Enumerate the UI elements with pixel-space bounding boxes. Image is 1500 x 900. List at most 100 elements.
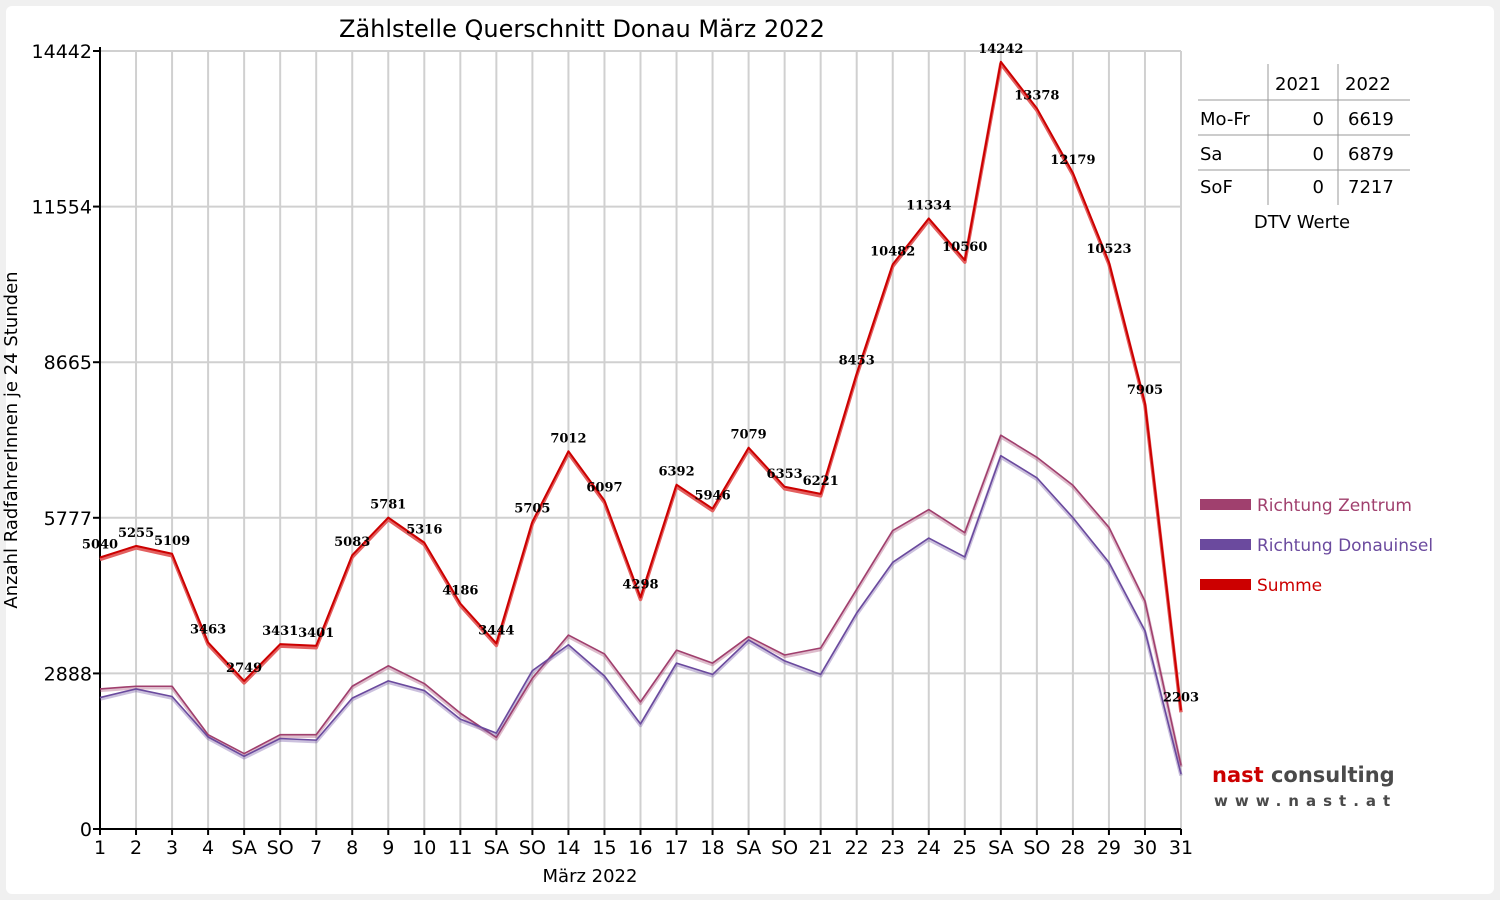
x-tick-label: 29 <box>1097 837 1121 859</box>
x-tick-label: 3 <box>166 837 178 859</box>
x-tick-label: 9 <box>382 837 394 859</box>
x-tick-label: SA <box>231 837 256 859</box>
x-tick-label: 23 <box>881 837 905 859</box>
x-tick-label: 30 <box>1133 837 1157 859</box>
x-tick-label: 28 <box>1061 837 1085 859</box>
data-label: 7079 <box>731 428 767 443</box>
x-tick-label: 14 <box>556 837 580 859</box>
table-row-label: SoF <box>1200 177 1233 198</box>
x-tick-label: SO <box>771 837 798 859</box>
data-label: 5705 <box>514 502 550 517</box>
x-tick-label: 22 <box>845 837 869 859</box>
x-tick-label: 7 <box>310 837 322 859</box>
data-label: 5781 <box>370 498 406 513</box>
data-label: 10523 <box>1086 242 1131 257</box>
logo-wordmark: nast consulting <box>1212 763 1395 787</box>
grid-lines <box>100 50 1182 829</box>
x-tick-label: 15 <box>592 837 616 859</box>
logo-nast-text: nast <box>1212 763 1264 787</box>
x-tick-label: SO <box>267 837 294 859</box>
data-label: 4186 <box>442 583 478 598</box>
x-tick-label: 25 <box>953 837 977 859</box>
data-label: 3401 <box>298 626 334 641</box>
table-value-2021: 0 <box>1313 177 1324 198</box>
data-label: 2749 <box>226 661 262 676</box>
data-label: 10560 <box>942 240 987 255</box>
y-tick-label: 11554 <box>32 197 92 219</box>
data-label: 5109 <box>154 534 190 549</box>
legend: Richtung Zentrum Richtung Donauinsel Summe <box>1200 496 1433 596</box>
x-tick-label: 16 <box>628 837 652 859</box>
data-label: 3444 <box>478 623 514 638</box>
x-tick-label: 17 <box>664 837 688 859</box>
data-label: 5083 <box>334 535 370 550</box>
series-line-richtung-donauinsel <box>99 454 1182 775</box>
x-tick-label: SO <box>1023 837 1050 859</box>
x-axis-title: März 2022 <box>543 866 638 887</box>
x-tick-label: 2 <box>130 837 142 859</box>
legend-label: Summe <box>1257 576 1322 596</box>
table-value-2021: 0 <box>1313 144 1324 165</box>
data-label: 3431 <box>262 624 298 639</box>
x-tick-label: 4 <box>202 837 214 859</box>
data-label: 13378 <box>1014 88 1059 103</box>
x-tick-label: SA <box>988 837 1013 859</box>
y-axis-title: Anzahl RadfahrerInnen je 24 Stunden <box>1 271 22 608</box>
x-tick-label: SO <box>519 837 546 859</box>
series-line-shadow <box>99 455 1183 776</box>
x-tick-label: 24 <box>917 837 941 859</box>
table-value-2022: 6619 <box>1348 109 1394 130</box>
logo-consulting-text: consulting <box>1270 763 1395 787</box>
data-label: 5316 <box>406 523 442 538</box>
x-tick-label: 31 <box>1169 837 1193 859</box>
data-label: 6392 <box>658 465 694 480</box>
data-label: 6097 <box>586 481 622 496</box>
y-tick-label: 0 <box>80 819 92 841</box>
table-row-label: Sa <box>1200 144 1222 165</box>
legend-label: Richtung Donauinsel <box>1257 536 1433 556</box>
logo-url: www.nast.at <box>1214 792 1398 810</box>
data-label: 5255 <box>118 526 154 541</box>
legend-swatch <box>1200 579 1251 590</box>
data-label: 6221 <box>803 474 839 489</box>
dtv-table: 2021 2022 Mo-Fr 0 6619 Sa 0 6879 SoF 0 7217 DTV Wer… <box>1198 64 1410 233</box>
data-label: 7012 <box>550 431 586 446</box>
data-label: 7905 <box>1127 383 1163 398</box>
data-label: 10482 <box>870 244 915 259</box>
x-tick-label: 18 <box>700 837 724 859</box>
data-label: 12179 <box>1050 153 1095 168</box>
legend-swatch <box>1200 539 1251 550</box>
x-tick-label: 10 <box>412 837 436 859</box>
y-tick-label: 2888 <box>44 663 92 685</box>
x-tick-label: SA <box>736 837 761 859</box>
series-lines <box>99 60 1183 776</box>
series-line-shadow <box>99 434 1183 768</box>
data-label: 3463 <box>190 622 226 637</box>
x-tick-label: 11 <box>448 837 472 859</box>
data-label: 2203 <box>1163 690 1199 705</box>
table-value-2021: 0 <box>1313 109 1324 130</box>
data-label: 5040 <box>82 537 118 552</box>
nast-consulting-logo: nast consulting www.nast.at <box>1200 750 1443 825</box>
series-line-richtung-zentrum <box>99 434 1182 766</box>
data-label: 4298 <box>622 577 658 592</box>
data-label: 8453 <box>839 354 875 369</box>
data-label: 11334 <box>906 198 951 213</box>
table-header: 2022 <box>1345 74 1391 95</box>
y-tick-label: 14442 <box>32 41 92 63</box>
data-label: 5946 <box>694 489 730 504</box>
table-caption: DTV Werte <box>1254 212 1350 233</box>
table-value-2022: 6879 <box>1348 144 1394 165</box>
x-tick-label: 8 <box>346 837 358 859</box>
x-tick-label: 1 <box>94 837 106 859</box>
y-tick-label: 5777 <box>44 508 92 530</box>
legend-swatch <box>1200 499 1251 510</box>
series-line-summe <box>99 60 1182 711</box>
table-row-label: Mo-Fr <box>1200 109 1250 130</box>
data-label: 14242 <box>978 42 1023 57</box>
x-tick-label: SA <box>484 837 509 859</box>
data-label: 6353 <box>767 467 803 482</box>
